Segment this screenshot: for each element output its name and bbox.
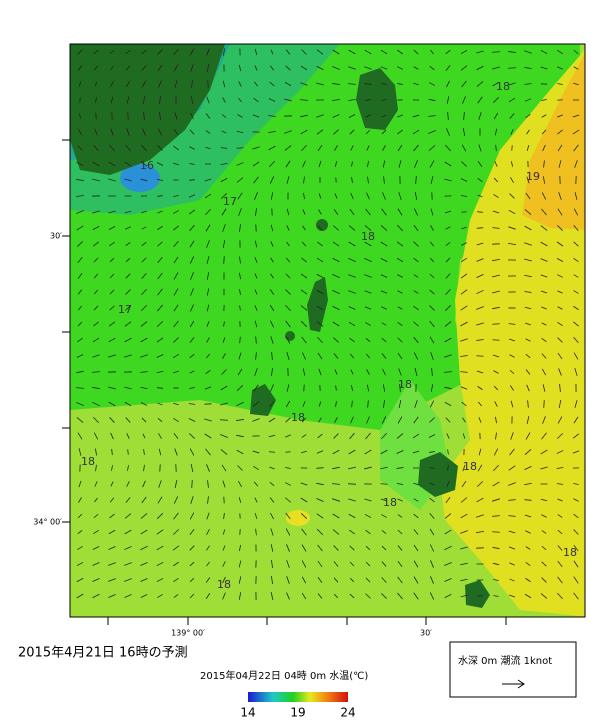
- colorbar-tick-label: 14: [240, 706, 255, 720]
- contour-label: 18: [291, 411, 305, 424]
- legend-text: 水深 0m 潮流 1knot: [458, 654, 552, 667]
- lat-label: 30′: [50, 232, 62, 241]
- vector: [493, 340, 500, 341]
- legend-box: [450, 642, 576, 697]
- lat-label: 34° 00′: [33, 518, 62, 527]
- land: [285, 331, 295, 341]
- contour-label: 16: [140, 159, 154, 172]
- contour-label: 17: [223, 195, 237, 208]
- title: 2015年4月21日 16時の予測: [18, 646, 188, 661]
- vector: [380, 484, 387, 485]
- vector: [285, 452, 290, 453]
- colorbar-ticks: 14 19 24: [240, 706, 355, 720]
- contour-label: 18: [463, 460, 477, 473]
- contour-label: 17: [118, 303, 132, 316]
- contour-label: 19: [526, 170, 540, 183]
- lon-label: 139° 00′: [171, 629, 205, 638]
- lon-label: 30′: [420, 629, 432, 638]
- vector: [192, 480, 193, 488]
- contour-label: 18: [81, 455, 95, 468]
- vector: [224, 256, 225, 264]
- vector: [492, 52, 500, 53]
- contour-label: 18: [398, 378, 412, 391]
- land: [316, 219, 328, 231]
- contour-label: 18: [383, 496, 397, 509]
- subtitle: 2015年04月22日 04時 0m 水温(℃): [200, 669, 368, 682]
- contour-label: 18: [217, 578, 231, 591]
- colorbar-tick-label: 24: [340, 706, 355, 720]
- vector: [237, 148, 244, 149]
- map-area: 16 17 18 17 18 18 18 18 18 18 18 18 19: [70, 44, 590, 617]
- contour-label: 18: [563, 546, 577, 559]
- vector: [80, 97, 81, 102]
- colorbar-tick-label: 19: [290, 706, 305, 720]
- contour-label: 18: [496, 80, 510, 93]
- colorbar: [248, 692, 348, 702]
- contour-label: 18: [361, 230, 375, 243]
